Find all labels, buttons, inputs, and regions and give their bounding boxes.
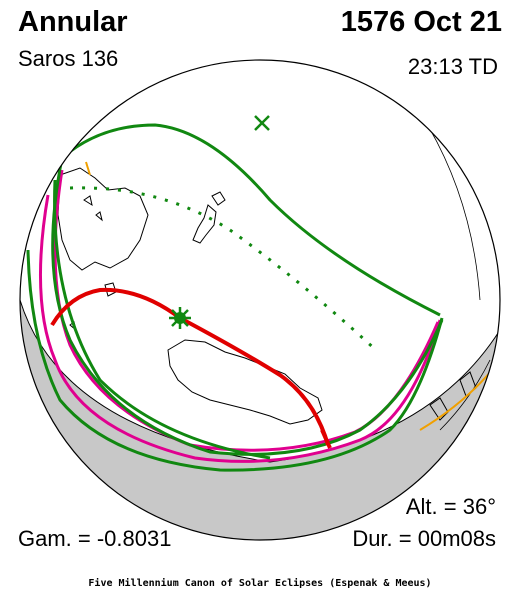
star-icon <box>169 307 191 329</box>
eclipse-time: 23:13 TD <box>407 54 498 79</box>
path-limit-outer <box>26 249 444 472</box>
altitude-label: Alt. = 36° <box>405 494 496 519</box>
eclipse-date: 1576 Oct 21 <box>340 6 502 38</box>
secondary-limit-left <box>85 161 91 176</box>
path-limit-inner <box>53 179 271 460</box>
path-limit-north <box>61 123 441 317</box>
duration-label: Dur. = 00m08s <box>352 526 496 551</box>
central-path-end <box>320 429 332 449</box>
cross-icon <box>254 115 270 131</box>
eclipse-type-title: Annular <box>18 6 128 38</box>
footer-credit: Five Millennium Canon of Solar Eclipses … <box>88 578 432 589</box>
central-line-dotted <box>69 186 380 354</box>
central-path <box>50 287 330 446</box>
gamma-label: Gam. = -0.8031 <box>18 526 172 551</box>
path-limit-middle <box>51 157 444 456</box>
globe-outline <box>19 59 501 541</box>
penumbral-limit-outer <box>38 194 442 463</box>
saros-label: Saros 136 <box>18 46 119 71</box>
